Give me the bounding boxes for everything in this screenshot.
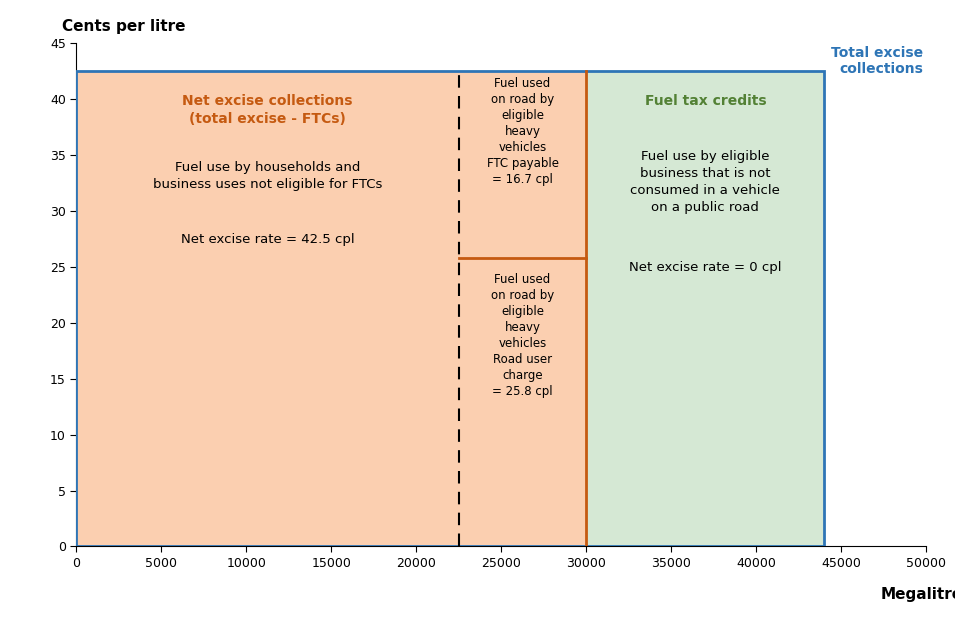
- Text: Net excise rate = 42.5 cpl: Net excise rate = 42.5 cpl: [180, 233, 354, 247]
- Bar: [76, 71, 824, 546]
- Bar: [458, 258, 586, 546]
- Text: Fuel used
on road by
eligible
heavy
vehicles
FTC payable
= 16.7 cpl: Fuel used on road by eligible heavy vehi…: [487, 77, 559, 186]
- Text: Fuel used
on road by
eligible
heavy
vehicles
Road user
charge
= 25.8 cpl: Fuel used on road by eligible heavy vehi…: [491, 273, 554, 397]
- Text: Net excise rate = 0 cpl: Net excise rate = 0 cpl: [629, 261, 781, 274]
- Text: Cents per litre: Cents per litre: [62, 19, 185, 34]
- Bar: [76, 71, 458, 546]
- Bar: [586, 71, 824, 546]
- Text: Fuel use by eligible
business that is not
consumed in a vehicle
on a public road: Fuel use by eligible business that is no…: [630, 150, 780, 214]
- X-axis label: Megalitres: Megalitres: [881, 587, 955, 602]
- Text: Fuel use by households and
business uses not eligible for FTCs: Fuel use by households and business uses…: [153, 161, 382, 191]
- Text: Net excise collections
(total excise - FTCs): Net excise collections (total excise - F…: [182, 94, 353, 126]
- Bar: [458, 71, 586, 258]
- Text: Total excise
collections: Total excise collections: [831, 46, 923, 76]
- Text: Fuel tax credits: Fuel tax credits: [645, 94, 766, 108]
